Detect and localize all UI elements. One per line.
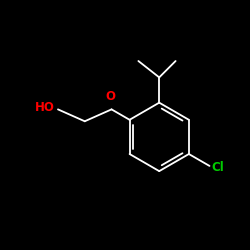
Text: O: O [105, 90, 115, 103]
Text: Cl: Cl [212, 161, 224, 174]
Text: HO: HO [35, 102, 55, 114]
